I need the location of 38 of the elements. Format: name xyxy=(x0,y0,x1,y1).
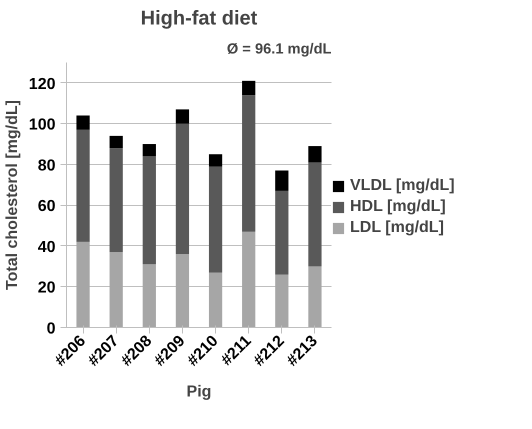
y-tick-label: 40 xyxy=(38,238,56,256)
bar xyxy=(142,156,156,264)
legend-label: VLDL [mg/dL] xyxy=(350,177,455,195)
y-tick-label: 80 xyxy=(38,157,56,174)
y-tick-label: 60 xyxy=(38,198,56,216)
y-tick-label: 100 xyxy=(28,116,56,134)
bar xyxy=(176,254,190,328)
bar xyxy=(110,252,123,328)
legend-label: LDL [mg/dL] xyxy=(350,219,444,237)
text: Ø = 96.1 mg/dL xyxy=(226,42,332,58)
bar xyxy=(110,136,123,148)
bar xyxy=(208,166,222,272)
legend-label: HDL [mg/dL] xyxy=(350,198,446,216)
bar xyxy=(308,162,322,266)
bar xyxy=(176,109,190,124)
bar xyxy=(242,80,256,96)
bar xyxy=(308,266,322,328)
bar xyxy=(76,130,90,242)
x-axis-title: Pig xyxy=(186,384,212,401)
y-tick-label: 20 xyxy=(38,280,56,297)
bar xyxy=(76,116,90,130)
bar xyxy=(275,274,288,328)
y-axis-title: Total cholesterol [mg/dL] xyxy=(4,100,21,290)
bar xyxy=(208,154,222,166)
y-tick-label: 120 xyxy=(28,76,56,93)
bar xyxy=(142,264,156,328)
bar xyxy=(76,242,90,328)
bar xyxy=(110,148,123,252)
y-tick-label: 0 xyxy=(46,320,56,338)
chart-title: High-fat diet xyxy=(140,8,258,30)
bar xyxy=(242,232,256,328)
bar xyxy=(242,95,256,232)
bar xyxy=(142,144,156,156)
bar xyxy=(308,146,322,162)
bar xyxy=(208,272,222,328)
bar xyxy=(275,190,288,274)
bar xyxy=(176,124,190,254)
bar xyxy=(275,170,288,191)
